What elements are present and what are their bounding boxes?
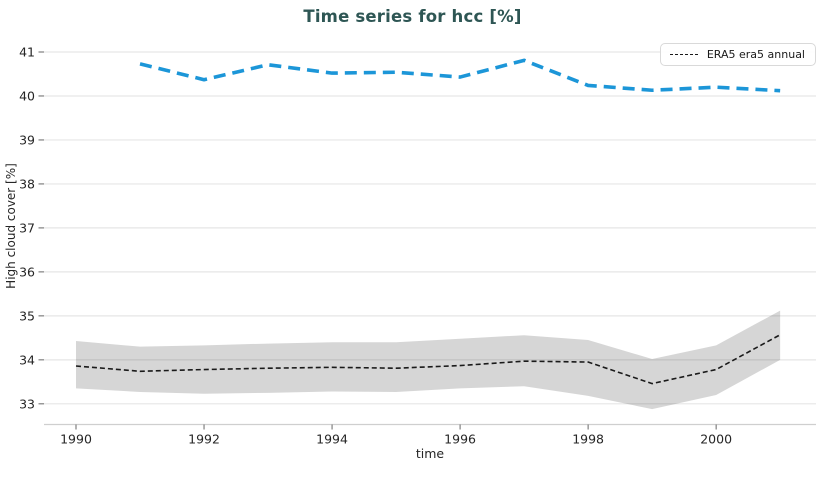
x-axis-title: time xyxy=(415,446,445,461)
y-axis-title: High cloud cover [%] xyxy=(4,163,18,289)
x-tick-label: 1992 xyxy=(188,432,220,447)
legend-entry-label: ERA5 era5 annual xyxy=(706,48,805,61)
x-tick-label: 2000 xyxy=(700,432,732,447)
y-tick-label: 40 xyxy=(19,88,35,103)
legend-dashed-line-sample xyxy=(669,54,698,55)
chart-title: Time series for hcc [%] xyxy=(303,7,522,26)
y-tick-label: 35 xyxy=(19,308,35,323)
x-tick-label: 1994 xyxy=(316,432,348,447)
x-tick-label: 1990 xyxy=(60,432,92,447)
series-line-era5-era5-annual xyxy=(75,334,781,385)
y-tick-label: 33 xyxy=(19,396,35,411)
y-tick-label: 34 xyxy=(19,352,35,367)
x-tick-label: 1996 xyxy=(444,432,476,447)
y-tick-label: 36 xyxy=(19,264,35,279)
confidence-band xyxy=(76,310,781,410)
x-tick-label: 1998 xyxy=(572,432,604,447)
y-tick-label: 37 xyxy=(19,220,35,235)
legend[interactable]: ERA5 era5 annual xyxy=(659,43,816,66)
y-tick-label: 41 xyxy=(19,44,35,59)
y-tick-label: 39 xyxy=(19,132,35,147)
y-tick-label: 38 xyxy=(19,176,35,191)
series-line-era5-annual xyxy=(139,58,781,93)
